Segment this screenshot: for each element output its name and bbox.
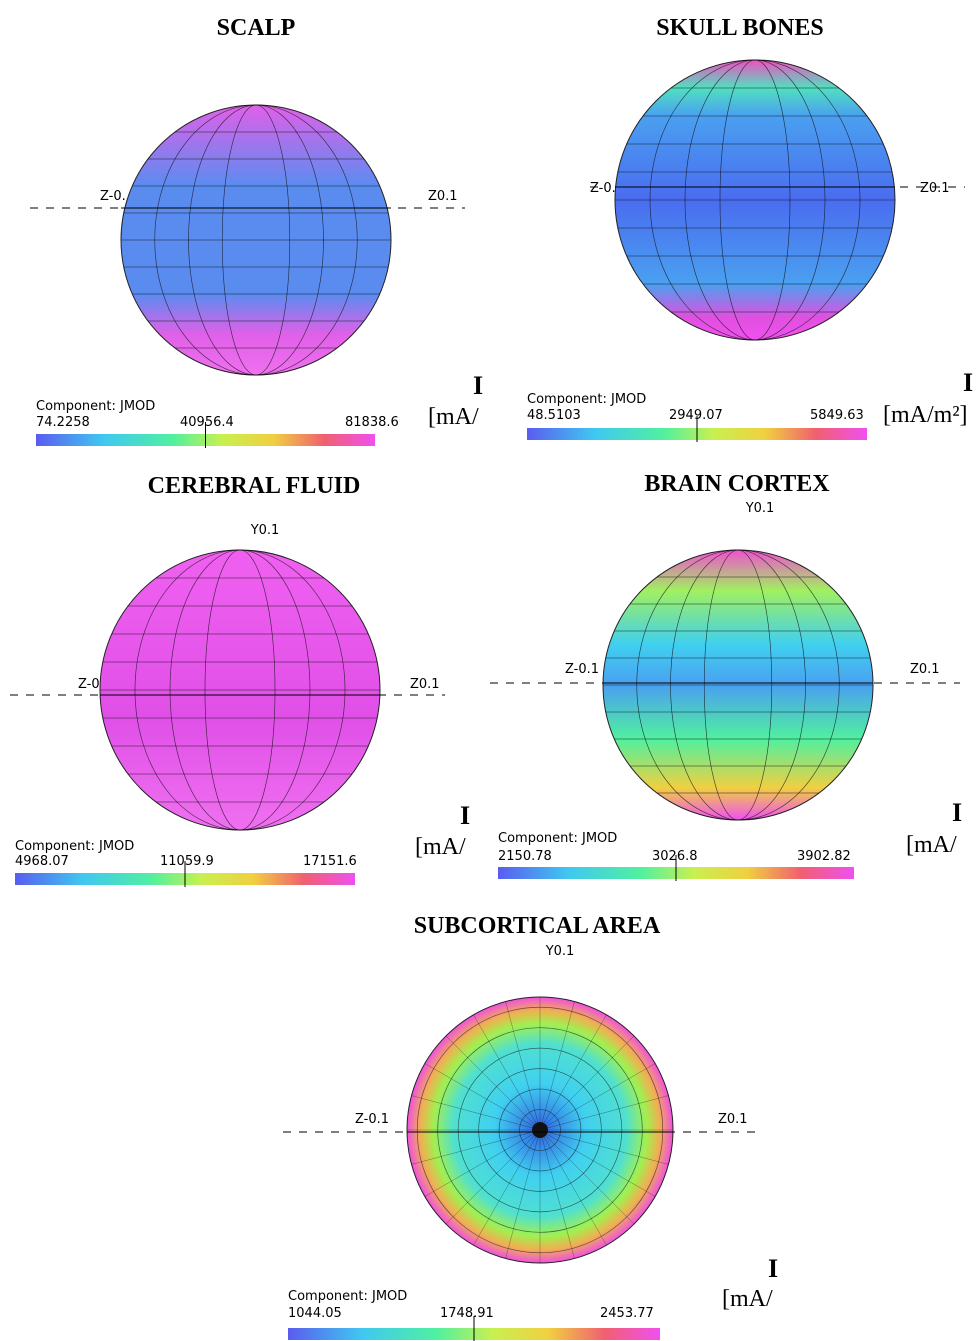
unit: [mA/m²]: [883, 402, 968, 428]
z-pos-label: Z0.1: [920, 181, 950, 196]
z-neg-label: Z-0.1: [355, 1112, 389, 1127]
colorbar-max: 3902.82: [797, 849, 851, 864]
z-pos-label: Z0.1: [428, 189, 458, 204]
unit-symbol: I: [473, 371, 483, 400]
z-pos-label: Z0.1: [410, 677, 440, 692]
center: [532, 1122, 548, 1138]
colorbar-max: 2453.77: [600, 1306, 654, 1321]
component-label: Component: JMOD: [288, 1289, 407, 1304]
y-label: Y0.1: [745, 501, 775, 516]
colorbar-max: 5849.63: [810, 408, 864, 423]
panel: CEREBRAL FLUID Y0.1 Z-0 Z0.1 Component: JMOD…: [10, 473, 470, 887]
colorbar-mid: 2949.07: [669, 408, 723, 423]
z-neg-label: Z-0.: [100, 189, 126, 204]
colorbar-min: 2150.78: [498, 849, 552, 864]
component-label: Component: JMOD: [527, 392, 646, 407]
z-pos-label: Z0.1: [910, 662, 940, 677]
figure: SCALPZ-0.Z0.1Component: JMOD74.225840956…: [0, 0, 978, 1341]
unit: [mA/: [428, 404, 479, 430]
y-label: Y0.1: [545, 944, 575, 959]
panel-title: CEREBRAL FLUID: [148, 473, 361, 499]
unit-symbol: I: [768, 1254, 778, 1283]
colorbar-min: 1044.05: [288, 1306, 342, 1321]
z-pos-label: Z0.1: [718, 1112, 748, 1127]
z-neg-label: Z-0: [78, 677, 100, 692]
colorbar-mid: 40956.4: [180, 415, 234, 430]
unit-symbol: I: [963, 368, 973, 397]
panel-title: SKULL BONES: [656, 15, 823, 41]
component-label: Component: JMOD: [15, 839, 134, 854]
component-label: Component: JMOD: [498, 831, 617, 846]
y-label: Y0.1: [250, 523, 280, 538]
colorbar-max: 81838.6: [345, 415, 399, 430]
unit: [mA/: [906, 832, 957, 858]
panel-title: BRAIN CORTEX: [644, 471, 830, 497]
colorbar-max: 17151.6: [303, 854, 357, 869]
z-neg-label: Z-0.1: [565, 662, 599, 677]
colorbar-mid: 11059.9: [160, 854, 214, 869]
panel-title: SUBCORTICAL AREA: [414, 913, 661, 939]
unit: [mA/: [415, 834, 466, 860]
colorbar-min: 74.2258: [36, 415, 90, 430]
panel: SKULL BONES Z-0. Z0.1 Component: JMOD48.510…: [527, 15, 973, 442]
component-label: Component: JMOD: [36, 399, 155, 414]
unit-symbol: I: [460, 801, 470, 830]
panel: SUBCORTICAL AREA Y0.1 Z-0.1 Z0.1 Component: …: [283, 913, 778, 1341]
colorbar-min: 48.5103: [527, 408, 581, 423]
unit: [mA/: [722, 1286, 773, 1312]
panel: BRAIN CORTEX Y0.1 Z-0.1 Z0.1 Component: JMOD…: [490, 471, 962, 881]
panel-title: SCALP: [217, 15, 296, 41]
unit-symbol: I: [952, 798, 962, 827]
colorbar-mid: 1748.91: [440, 1306, 494, 1321]
colorbar-mid: 3026.8: [652, 849, 698, 864]
z-neg-label: Z-0.: [590, 181, 616, 196]
colorbar-min: 4968.07: [15, 854, 69, 869]
